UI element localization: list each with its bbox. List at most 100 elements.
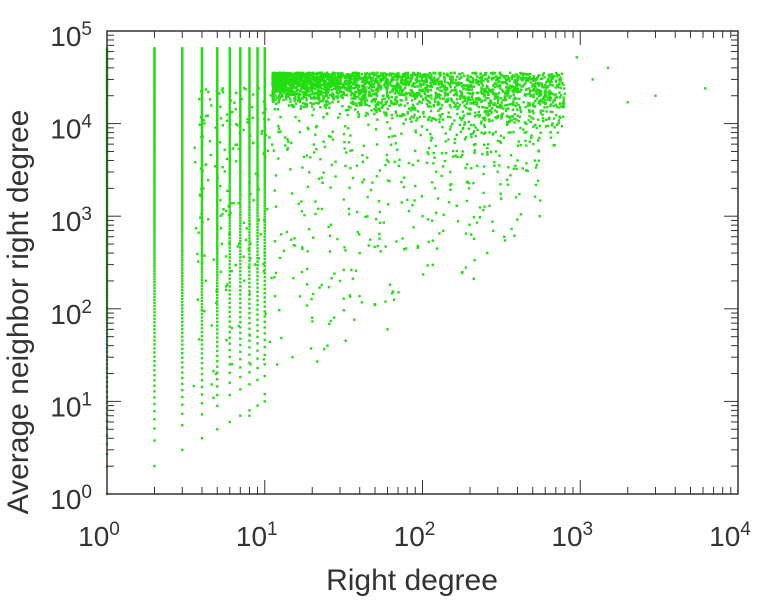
data-point <box>301 84 304 87</box>
data-point <box>248 203 251 206</box>
data-point <box>200 250 204 253</box>
data-point <box>228 158 231 162</box>
data-point <box>239 273 242 277</box>
data-point <box>181 62 184 65</box>
data-point <box>331 92 334 95</box>
data-point <box>239 161 242 164</box>
data-point <box>456 107 459 111</box>
data-point <box>494 75 498 78</box>
data-point <box>216 145 219 148</box>
data-point <box>374 217 378 221</box>
data-point <box>395 88 398 92</box>
data-point <box>181 126 184 130</box>
data-point <box>280 336 283 340</box>
data-point <box>367 90 371 94</box>
data-point <box>181 303 184 307</box>
data-point <box>263 235 266 238</box>
data-point <box>544 102 547 106</box>
data-point <box>256 323 259 327</box>
data-point <box>388 81 392 84</box>
data-point <box>208 140 212 143</box>
x-tick-label: 103 <box>551 519 593 552</box>
data-point <box>494 92 497 95</box>
data-point <box>263 392 266 396</box>
data-point <box>482 208 485 212</box>
data-point <box>278 80 281 83</box>
data-point <box>509 131 512 134</box>
data-point <box>228 285 231 288</box>
data-point <box>239 145 242 149</box>
data-point <box>200 309 204 312</box>
data-point <box>181 246 184 249</box>
data-point <box>239 208 242 211</box>
data-point <box>263 196 266 200</box>
data-point <box>239 246 242 249</box>
data-point <box>479 80 483 83</box>
data-point <box>336 72 339 75</box>
data-point <box>181 101 184 104</box>
data-point <box>491 220 494 223</box>
data-point <box>292 85 295 88</box>
data-point <box>216 385 219 388</box>
data-point <box>386 179 390 182</box>
data-point <box>216 238 219 241</box>
data-point <box>315 124 319 128</box>
data-point <box>326 77 329 80</box>
data-point <box>233 101 236 104</box>
data-point <box>216 197 219 201</box>
data-point <box>288 87 291 90</box>
data-point <box>317 83 321 86</box>
data-point <box>292 97 296 100</box>
data-point <box>200 181 204 185</box>
data-point <box>361 95 364 99</box>
data-point <box>553 144 556 147</box>
data-point <box>153 390 156 393</box>
data-point <box>216 268 219 271</box>
data-point <box>497 91 501 95</box>
data-point <box>271 95 274 98</box>
data-point <box>239 262 242 266</box>
data-point <box>248 85 251 88</box>
data-point <box>487 88 490 91</box>
data-point <box>512 93 515 97</box>
data-point <box>248 83 251 86</box>
data-point <box>238 131 241 135</box>
data-point <box>331 138 335 141</box>
data-point <box>508 89 511 92</box>
data-point <box>216 195 219 199</box>
data-point <box>239 216 242 219</box>
data-point <box>220 242 224 245</box>
data-point <box>469 102 472 105</box>
data-point <box>502 136 505 140</box>
data-point <box>513 81 516 84</box>
data-point <box>256 58 259 62</box>
data-point <box>201 220 204 223</box>
data-point <box>239 64 242 67</box>
data-point <box>263 254 266 257</box>
data-point <box>274 102 278 106</box>
data-point <box>472 215 476 219</box>
data-point <box>249 257 252 260</box>
data-point <box>384 245 387 248</box>
data-point <box>239 211 242 214</box>
data-point <box>402 93 405 97</box>
data-point <box>323 347 326 351</box>
data-point <box>181 159 184 163</box>
data-point <box>239 343 242 347</box>
data-point <box>364 114 367 118</box>
data-point <box>484 71 487 75</box>
data-point <box>465 79 469 82</box>
data-point <box>242 86 246 90</box>
data-point <box>263 257 266 261</box>
data-point <box>546 124 550 128</box>
data-point <box>228 156 231 159</box>
data-point <box>200 393 204 396</box>
data-point <box>181 212 184 215</box>
data-point <box>460 90 463 94</box>
data-point <box>181 216 184 220</box>
data-point <box>328 234 332 237</box>
data-point <box>181 176 184 179</box>
data-point <box>470 135 473 139</box>
data-point <box>383 111 386 114</box>
data-point <box>216 182 219 185</box>
